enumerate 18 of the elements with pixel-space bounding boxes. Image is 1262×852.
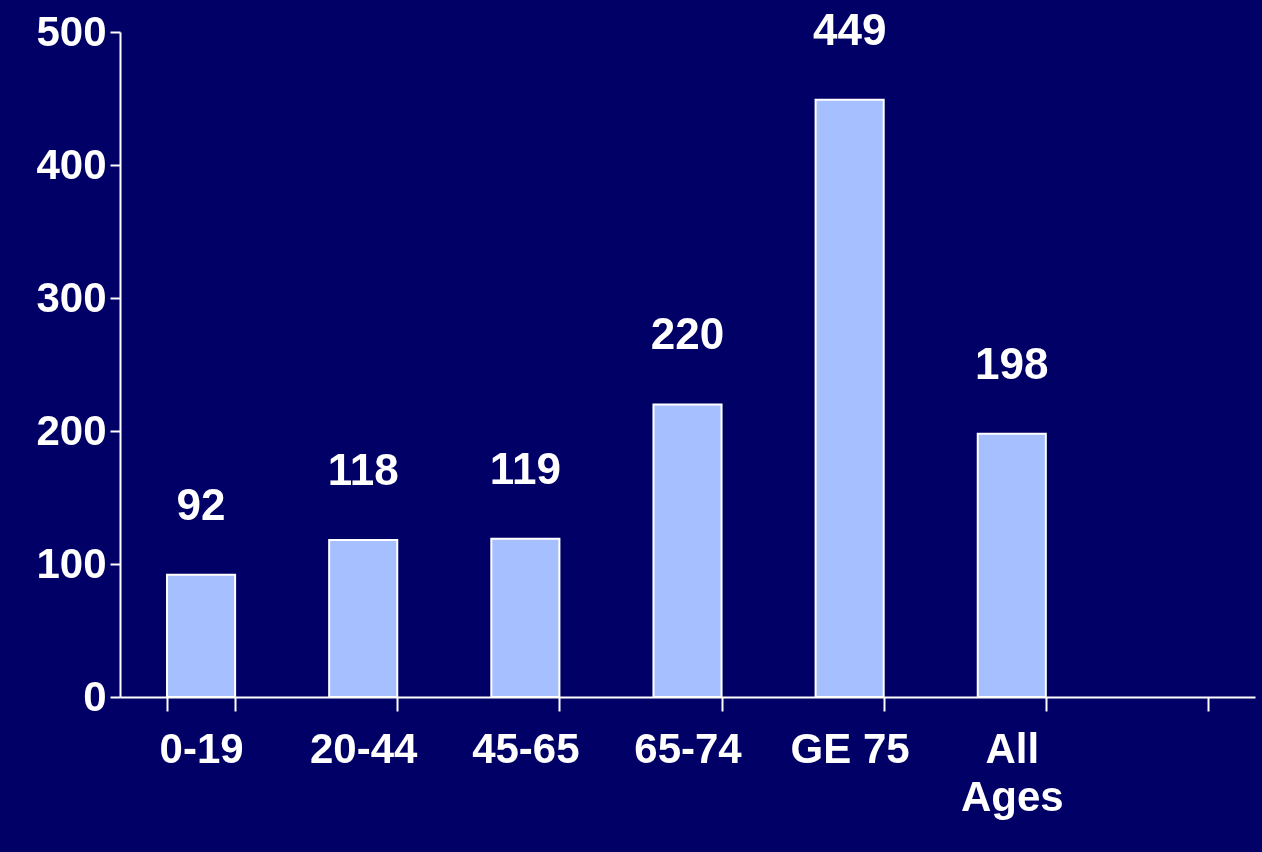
data-label: 449 [812,4,887,54]
y-tick-label: 300 [36,273,107,321]
x-tick-label: All Ages [960,724,1064,820]
data-label: 118 [327,445,399,495]
y-tick-label: 400 [36,140,107,188]
data-label: 119 [489,443,561,493]
x-tick-label: 0-19 [159,724,244,772]
data-label: 92 [176,479,226,529]
data-label: 220 [650,309,725,359]
x-tick-label: 45-65 [472,724,580,772]
y-tick-label: 100 [36,539,107,587]
y-tick-label: 200 [36,406,107,454]
x-tick-label: GE 75 [790,724,910,772]
data-label: 198 [975,338,1049,388]
x-tick-label: 65-74 [634,724,743,772]
y-tick-label: 500 [36,7,107,55]
x-tick-label: 20-44 [310,724,419,772]
y-tick-label: 0 [83,672,107,720]
